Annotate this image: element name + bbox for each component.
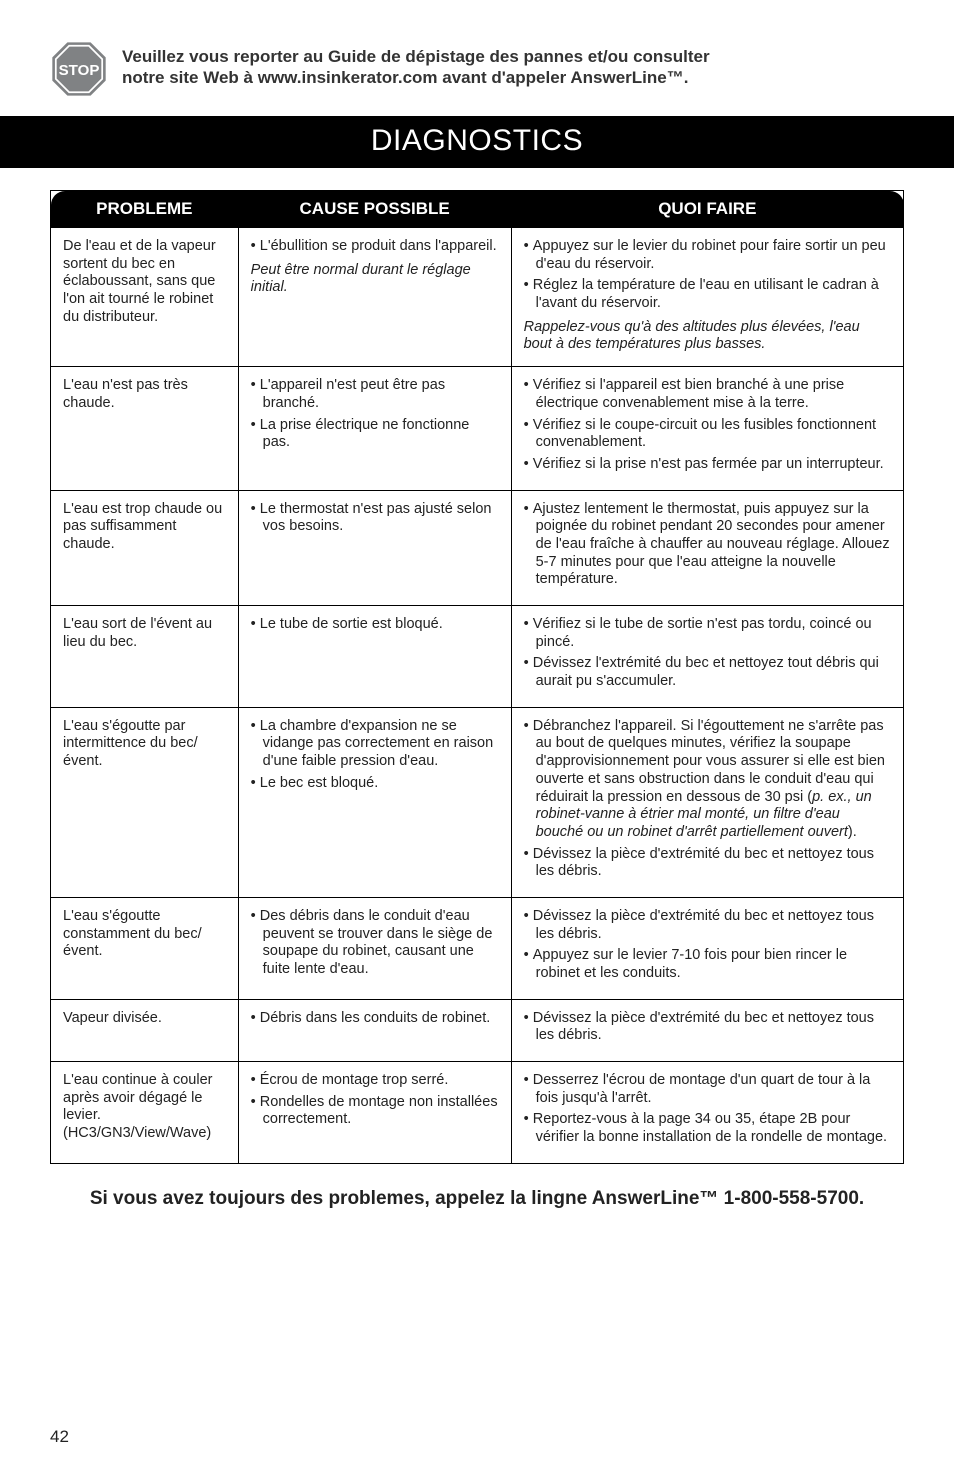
cause-item: La chambre d'expansion ne se vidange pas…: [251, 718, 499, 771]
cause-item: Écrou de montage trop serré.: [251, 1072, 499, 1090]
cell-fix: Débranchez l'appareil. Si l'égouttement …: [511, 707, 903, 897]
header-quoi: QUOI FAIRE: [511, 191, 903, 228]
cell-prob: L'eau continue à couler après avoir déga…: [51, 1062, 239, 1164]
cause-item: L'ébullition se produit dans l'appareil.: [251, 238, 499, 256]
fix-text: ).: [848, 824, 857, 840]
header-probleme: PROBLEME: [51, 191, 239, 228]
diagnostics-table: PROBLEME CAUSE POSSIBLE QUOI FAIRE De l'…: [50, 190, 904, 1164]
fix-item: Vérifiez si le tube de sortie n'est pas …: [524, 616, 891, 651]
fix-item: Vérifiez si la prise n'est pas fermée pa…: [524, 456, 891, 474]
cell-prob: L'eau s'égoutte constamment du bec/évent…: [51, 897, 239, 999]
cell-cause: L'appareil n'est peut être pas branché. …: [238, 367, 511, 490]
cause-item: Le thermostat n'est pas ajusté selon vos…: [251, 501, 499, 536]
stop-label: STOP: [59, 62, 100, 79]
fix-item: Dévissez la pièce d'extrémité du bec et …: [524, 846, 891, 881]
intro-line1: Veuillez vous reporter au Guide de dépis…: [122, 47, 710, 66]
stop-icon: STOP: [50, 40, 108, 98]
fix-item: Appuyez sur le levier du robinet pour fa…: [524, 238, 891, 273]
table-row: L'eau sort de l'évent au lieu du bec. Le…: [51, 606, 904, 708]
cell-cause: Le tube de sortie est bloqué.: [238, 606, 511, 708]
fix-item: Ajustez lentement le thermostat, puis ap…: [524, 501, 891, 589]
fix-item: Réglez la température de l'eau en utilis…: [524, 277, 891, 312]
fix-item: Dévissez l'extrémité du bec et nettoyez …: [524, 655, 891, 690]
fix-item: Reportez-vous à la page 34 ou 35, étape …: [524, 1111, 891, 1146]
fix-item: Appuyez sur le levier 7-10 fois pour bie…: [524, 947, 891, 982]
page-number: 42: [50, 1427, 69, 1447]
table-row: L'eau s'égoutte par intermittence du bec…: [51, 707, 904, 897]
table-header-row: PROBLEME CAUSE POSSIBLE QUOI FAIRE: [51, 191, 904, 228]
cell-fix: Vérifiez si l'appareil est bien branché …: [511, 367, 903, 490]
bottom-callout: Si vous avez toujours des problemes, app…: [50, 1188, 904, 1210]
cell-cause: Débris dans les conduits de robinet.: [238, 999, 511, 1061]
intro-row: STOP Veuillez vous reporter au Guide de …: [50, 40, 904, 98]
cause-item: Le tube de sortie est bloqué.: [251, 616, 499, 634]
cell-prob: L'eau sort de l'évent au lieu du bec.: [51, 606, 239, 708]
fix-item: Débranchez l'appareil. Si l'égouttement …: [524, 718, 891, 842]
cause-note: Peut être normal durant le réglage initi…: [251, 262, 499, 297]
cell-fix: Desserrez l'écrou de montage d'un quart …: [511, 1062, 903, 1164]
cell-fix: Ajustez lentement le thermostat, puis ap…: [511, 490, 903, 605]
cell-fix: Dévissez la pièce d'extrémité du bec et …: [511, 999, 903, 1061]
cell-cause: La chambre d'expansion ne se vidange pas…: [238, 707, 511, 897]
table-row: Vapeur divisée. Débris dans les conduits…: [51, 999, 904, 1061]
table-row: L'eau est trop chaude ou pas suffisammen…: [51, 490, 904, 605]
cause-item: L'appareil n'est peut être pas branché.: [251, 377, 499, 412]
cell-cause: L'ébullition se produit dans l'appareil.…: [238, 228, 511, 367]
cause-item: Rondelles de montage non installées corr…: [251, 1094, 499, 1129]
cell-fix: Appuyez sur le levier du robinet pour fa…: [511, 228, 903, 367]
page-title: DIAGNOSTICS: [0, 116, 954, 168]
cell-cause: Le thermostat n'est pas ajusté selon vos…: [238, 490, 511, 605]
cause-item: Débris dans les conduits de robinet.: [251, 1010, 499, 1028]
fix-item: Dévissez la pièce d'extrémité du bec et …: [524, 908, 891, 943]
header-cause: CAUSE POSSIBLE: [238, 191, 511, 228]
cause-item: La prise électrique ne fonctionne pas.: [251, 417, 499, 452]
cell-prob: L'eau est trop chaude ou pas suffisammen…: [51, 490, 239, 605]
cell-cause: Des débris dans le conduit d'eau peuvent…: [238, 897, 511, 999]
cell-prob: L'eau n'est pas très chaude.: [51, 367, 239, 490]
cell-prob: De l'eau et de la vapeur sortent du bec …: [51, 228, 239, 367]
fix-item: Vérifiez si le coupe-circuit ou les fusi…: [524, 417, 891, 452]
intro-text: Veuillez vous reporter au Guide de dépis…: [122, 40, 710, 89]
table-row: L'eau continue à couler après avoir déga…: [51, 1062, 904, 1164]
cell-fix: Vérifiez si le tube de sortie n'est pas …: [511, 606, 903, 708]
cell-prob: Vapeur divisée.: [51, 999, 239, 1061]
table-row: L'eau n'est pas très chaude. L'appareil …: [51, 367, 904, 490]
cell-prob: L'eau s'égoutte par intermittence du bec…: [51, 707, 239, 897]
fix-item: Desserrez l'écrou de montage d'un quart …: [524, 1072, 891, 1107]
table-row: L'eau s'égoutte constamment du bec/évent…: [51, 897, 904, 999]
fix-item: Vérifiez si l'appareil est bien branché …: [524, 377, 891, 412]
table-row: De l'eau et de la vapeur sortent du bec …: [51, 228, 904, 367]
fix-note: Rappelez-vous qu'à des altitudes plus él…: [524, 319, 891, 354]
fix-item: Dévissez la pièce d'extrémité du bec et …: [524, 1010, 891, 1045]
cell-cause: Écrou de montage trop serré. Rondelles d…: [238, 1062, 511, 1164]
cause-item: Le bec est bloqué.: [251, 775, 499, 793]
cell-fix: Dévissez la pièce d'extrémité du bec et …: [511, 897, 903, 999]
cause-item: Des débris dans le conduit d'eau peuvent…: [251, 908, 499, 979]
intro-line2: notre site Web à www.insinkerator.com av…: [122, 68, 688, 87]
